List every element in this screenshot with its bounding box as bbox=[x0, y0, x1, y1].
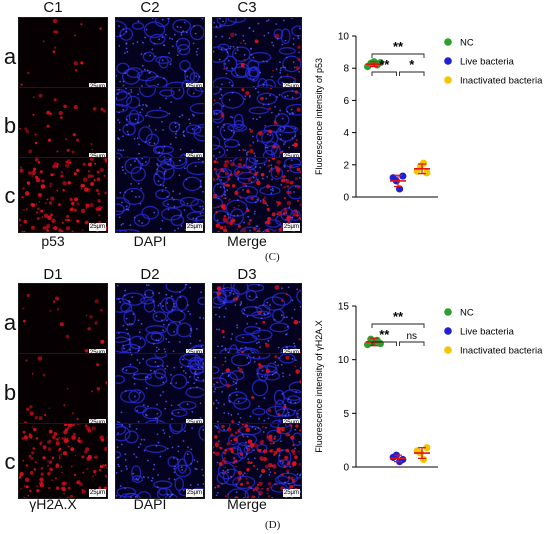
y-axis-label: Fluorescence intensity of p53 bbox=[314, 58, 324, 175]
significance-bracket bbox=[371, 341, 397, 346]
significance-label: ns bbox=[406, 331, 417, 342]
y-tick-label: 10 bbox=[338, 355, 350, 366]
micrograph-c-blue-2: 25μm bbox=[115, 87, 205, 163]
micrograph-c-red-2: 25μm bbox=[18, 87, 108, 163]
scale-bar-label: 25μm bbox=[282, 223, 300, 231]
legend-label: Inactivated bacteria bbox=[460, 76, 543, 87]
micrograph-c-blue-1: 25μm bbox=[115, 17, 205, 93]
scale-bar-label: 25μm bbox=[282, 489, 300, 497]
micrograph-d-merge-3: 25μm bbox=[212, 423, 302, 499]
y-tick-label: 5 bbox=[343, 409, 349, 420]
legend-label: Inactivated bacteria bbox=[460, 346, 543, 357]
micrograph-c-merge-2: 25μm bbox=[212, 87, 302, 163]
significance-bracket bbox=[371, 53, 425, 58]
data-point-inactivated-bacteria bbox=[420, 455, 428, 464]
scale-bar-label: 25μm bbox=[185, 489, 203, 497]
legend-label: Live bacteria bbox=[460, 327, 515, 338]
column-header-d2: D2 bbox=[140, 266, 160, 283]
micrograph-c-blue-3: 25μm bbox=[115, 157, 205, 233]
row-label-d-c: c bbox=[4, 449, 16, 474]
column-header-d1: D1 bbox=[43, 266, 63, 283]
y-tick-label: 0 bbox=[343, 193, 349, 204]
significance-bracket bbox=[371, 323, 425, 328]
scale-bar-label: 25μm bbox=[185, 223, 203, 231]
data-point-inactivated-bacteria bbox=[423, 444, 431, 452]
legend-marker bbox=[444, 38, 452, 46]
figure-label-c: (C) bbox=[265, 251, 280, 263]
column-header-c2: C2 bbox=[140, 0, 160, 16]
bottom-label-gh2ax: γH2A.X bbox=[29, 496, 77, 512]
row-label-d-b: b bbox=[3, 380, 17, 405]
y-tick-label: 2 bbox=[343, 160, 349, 171]
micrograph-d-merge-2: 25μm bbox=[212, 353, 302, 429]
significance-bracket bbox=[399, 71, 425, 76]
micrograph-d-red-3: 25μm bbox=[18, 423, 108, 499]
micrograph-d-blue-1: 25μm bbox=[115, 283, 205, 359]
data-point-nc bbox=[364, 341, 372, 349]
significance-bracket bbox=[399, 341, 425, 346]
micrograph-c-red-1: 25μm bbox=[18, 17, 108, 93]
legend-label: NC bbox=[460, 308, 474, 319]
micrograph-d-blue-3: 25μm bbox=[115, 423, 205, 499]
significance-label: ** bbox=[379, 57, 390, 72]
micrograph-d-red-1: 25μm bbox=[18, 283, 108, 359]
scale-bar-label: 25μm bbox=[88, 489, 106, 497]
legend-marker bbox=[444, 346, 452, 354]
data-point-inactivated-bacteria bbox=[420, 159, 428, 167]
micrograph-d-merge-1: 25μm bbox=[212, 283, 302, 359]
row-label-c-a: a bbox=[3, 44, 17, 69]
chart-gh2ax: 0 5 10 15 Fluorescence intensity of γH2A.X **… bbox=[314, 302, 543, 474]
legend-marker bbox=[444, 308, 452, 316]
scale-bar-label: 25μm bbox=[88, 223, 106, 231]
figure-label-d: (D) bbox=[265, 519, 281, 531]
y-tick-label: 0 bbox=[343, 463, 349, 474]
significance-label: * bbox=[409, 57, 415, 72]
bottom-label-merge-d: Merge bbox=[227, 496, 267, 512]
row-label-c-b: b bbox=[3, 113, 17, 138]
bottom-label-merge-c: Merge bbox=[227, 233, 267, 249]
legend-marker bbox=[444, 76, 452, 84]
y-tick-label: 15 bbox=[338, 302, 350, 313]
y-tick-label: 10 bbox=[338, 32, 350, 43]
legend-label: NC bbox=[460, 38, 474, 49]
micrograph-d-blue-2: 25μm bbox=[115, 353, 205, 429]
bottom-label-p53: p53 bbox=[41, 233, 65, 249]
micrograph-c-merge-1: 25μm bbox=[212, 17, 302, 93]
column-header-c3: C3 bbox=[237, 0, 257, 16]
legend-marker bbox=[444, 57, 452, 65]
significance-label: ** bbox=[393, 309, 404, 324]
significance-bracket bbox=[371, 71, 397, 76]
micrograph-d-red-2: 25μm bbox=[18, 353, 108, 429]
y-tick-label: 6 bbox=[343, 96, 349, 107]
data-point-live-bacteria bbox=[399, 172, 407, 180]
y-tick-label: 8 bbox=[343, 64, 349, 75]
legend-label: Live bacteria bbox=[460, 57, 515, 68]
y-tick-label: 4 bbox=[343, 128, 349, 139]
row-label-c-c: c bbox=[4, 183, 16, 208]
bottom-label-dapi-d: DAPI bbox=[133, 496, 167, 512]
column-header-c1: C1 bbox=[43, 0, 63, 16]
micrograph-c-merge-3: 25μm bbox=[212, 157, 302, 233]
data-point-inactivated-bacteria bbox=[423, 169, 431, 177]
row-label-d-a: a bbox=[3, 310, 17, 335]
significance-label: ** bbox=[393, 39, 404, 54]
significance-label: ** bbox=[379, 327, 390, 342]
legend-marker bbox=[444, 327, 452, 335]
y-axis-label: Fluorescence intensity of γH2A.X bbox=[314, 320, 324, 453]
data-point-live-bacteria bbox=[396, 185, 404, 193]
micrograph-c-red-3: 25μm bbox=[18, 157, 108, 233]
bottom-label-dapi-c: DAPI bbox=[133, 233, 167, 249]
column-header-d3: D3 bbox=[237, 266, 257, 283]
